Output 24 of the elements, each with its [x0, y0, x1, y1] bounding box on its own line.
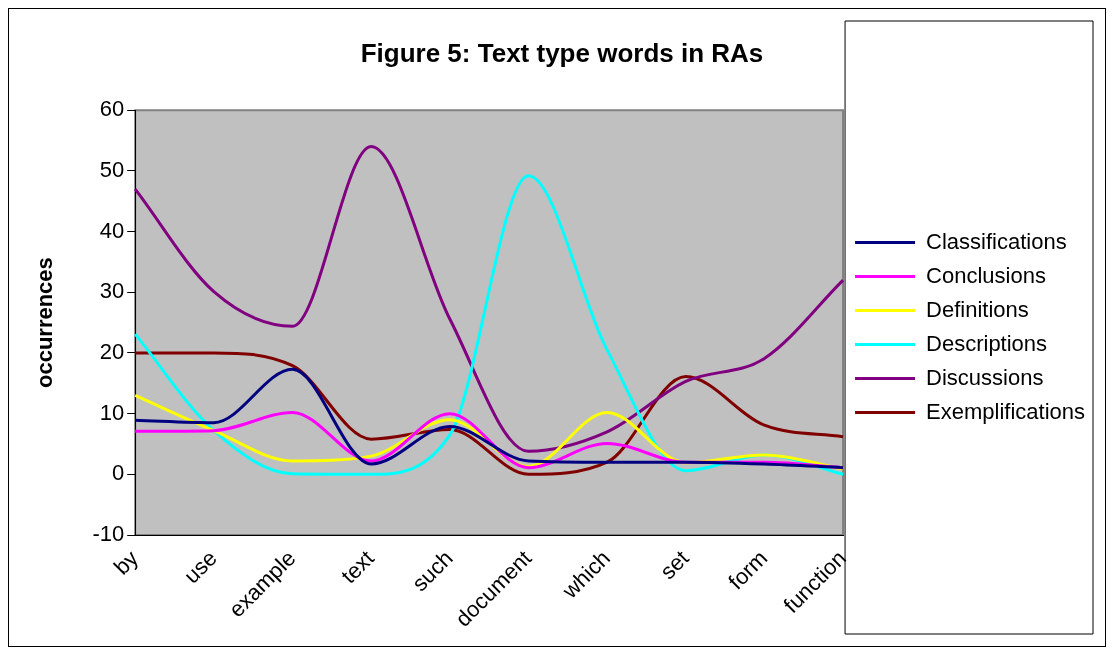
- x-tick-label: by: [108, 545, 144, 580]
- x-tick-label: form: [723, 545, 773, 595]
- y-tick-label: 20: [99, 339, 125, 365]
- line-series: [133, 367, 845, 470]
- legend-label: Exemplifications: [926, 398, 1085, 424]
- y-tick-label: 0: [111, 460, 125, 486]
- y-tick-label: 50: [99, 156, 125, 182]
- legend-label: Conclusions: [926, 262, 1046, 288]
- x-tick-label: set: [655, 545, 694, 584]
- y-tick-label: 60: [99, 96, 125, 122]
- line-series: [133, 351, 845, 476]
- legend-label: Classifications: [926, 228, 1067, 254]
- legend-label: Definitions: [926, 296, 1029, 322]
- y-tick-label: 40: [99, 217, 125, 243]
- line-series: [133, 145, 845, 453]
- y-axis-title: occurrences: [32, 257, 58, 389]
- y-tick-label: 30: [99, 278, 125, 304]
- x-tick-label: text: [336, 545, 379, 589]
- y-tick-label: 10: [99, 399, 125, 425]
- legend-label: Descriptions: [926, 330, 1048, 356]
- x-tick-label: use: [178, 545, 222, 589]
- legend-label: Discussions: [926, 364, 1044, 390]
- y-tick-label: -10: [92, 521, 125, 547]
- chart-title: Figure 5: Text type words in RAs: [360, 37, 764, 68]
